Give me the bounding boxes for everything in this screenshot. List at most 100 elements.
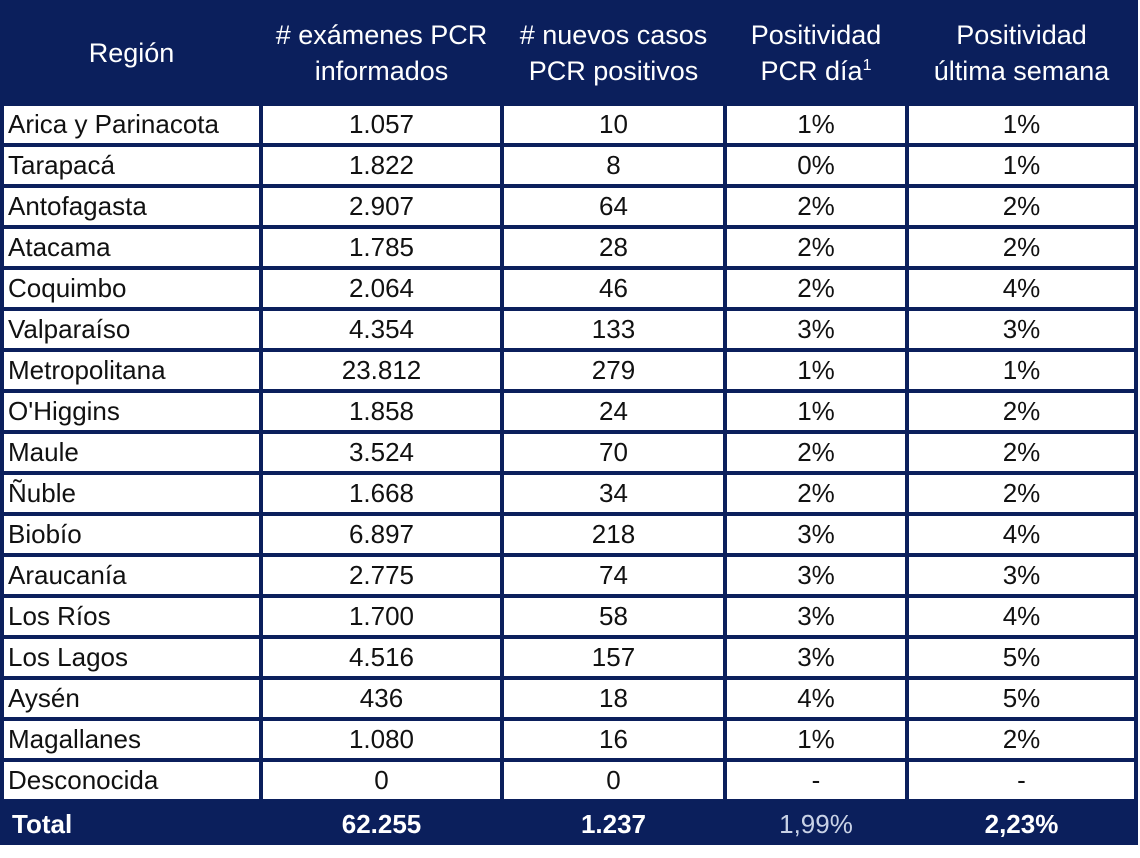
table-row: Arica y Parinacota 1.057 10 1% 1% bbox=[4, 106, 1134, 147]
table-row: Desconocida 0 0- - bbox=[4, 762, 1134, 803]
cell-positivity-week: 4% bbox=[909, 270, 1134, 311]
cell-new-cases: 133 bbox=[504, 311, 723, 352]
cell-positivity-week: 4% bbox=[909, 516, 1134, 557]
cell-region: Araucanía bbox=[4, 557, 259, 598]
cell-positivity-day: 3% bbox=[727, 639, 905, 680]
header-exams-line2: informados bbox=[314, 56, 449, 86]
cell-exams: 1.080 bbox=[263, 721, 500, 762]
cell-exams: 436 bbox=[263, 680, 500, 721]
table-body: Arica y Parinacota 1.057 10 1% 1% Tarapacá 1.8… bbox=[4, 106, 1134, 803]
cell-positivity-week: 2% bbox=[909, 188, 1134, 229]
cell-positivity-day: 0% bbox=[727, 147, 905, 188]
table-row: O'Higgins 1.858 24 1% 2% bbox=[4, 393, 1134, 434]
header-exams: # exámenes PCR informados bbox=[263, 0, 500, 106]
cell-positivity-day: 1% bbox=[727, 393, 905, 434]
table-row: Biobío 6.897 218 3% 4% bbox=[4, 516, 1134, 557]
cell-positivity-week: 2% bbox=[909, 721, 1134, 762]
cell-positivity-week: 3% bbox=[909, 311, 1134, 352]
cell-exams: 1.668 bbox=[263, 475, 500, 516]
table-row: Los Lagos 4.516 157 3% 5% bbox=[4, 639, 1134, 680]
cell-positivity-week: 2% bbox=[909, 393, 1134, 434]
cell-positivity-day: 2% bbox=[727, 434, 905, 475]
cell-positivity-week: 5% bbox=[909, 680, 1134, 721]
header-region-label: Región bbox=[88, 38, 175, 68]
cell-region: Coquimbo bbox=[4, 270, 259, 311]
cell-positivity-day: 2% bbox=[727, 188, 905, 229]
cell-exams: 2.775 bbox=[263, 557, 500, 598]
cell-new-cases: 0 bbox=[504, 762, 723, 803]
cell-exams: 1.057 bbox=[263, 106, 500, 147]
table-row: Magallanes 1.080 16 1% 2% bbox=[4, 721, 1134, 762]
cell-exams: 3.524 bbox=[263, 434, 500, 475]
cell-positivity-day: 4% bbox=[727, 680, 905, 721]
cell-new-cases: 64 bbox=[504, 188, 723, 229]
cell-exams: 1.785 bbox=[263, 229, 500, 270]
cell-positivity-week: 2% bbox=[909, 229, 1134, 270]
cell-positivity-week: - bbox=[909, 762, 1134, 803]
cell-positivity-day: - bbox=[727, 762, 905, 803]
cell-region: Magallanes bbox=[4, 721, 259, 762]
cell-positivity-day: 3% bbox=[727, 311, 905, 352]
cell-exams: 1.858 bbox=[263, 393, 500, 434]
header-positivity-day: Positividad PCR día1 bbox=[727, 0, 905, 106]
cell-positivity-week: 1% bbox=[909, 147, 1134, 188]
cell-region: Desconocida bbox=[4, 762, 259, 803]
cell-region: Arica y Parinacota bbox=[4, 106, 259, 147]
header-pos-week-line1: Positividad bbox=[956, 20, 1087, 50]
cell-region: Los Lagos bbox=[4, 639, 259, 680]
cell-positivity-day: 3% bbox=[727, 516, 905, 557]
table-row: Antofagasta 2.907 64 2% 2% bbox=[4, 188, 1134, 229]
table-row: Ñuble 1.668 34 2% 2% bbox=[4, 475, 1134, 516]
header-pos-week-line2: última semana bbox=[933, 56, 1110, 86]
cell-region: Los Ríos bbox=[4, 598, 259, 639]
cell-new-cases: 28 bbox=[504, 229, 723, 270]
cell-positivity-week: 1% bbox=[909, 106, 1134, 147]
cell-region: Antofagasta bbox=[4, 188, 259, 229]
cell-positivity-week: 1% bbox=[909, 352, 1134, 393]
cell-positivity-day: 3% bbox=[727, 557, 905, 598]
cell-exams: 2.907 bbox=[263, 188, 500, 229]
cell-positivity-week: 2% bbox=[909, 434, 1134, 475]
cell-exams: 0 bbox=[263, 762, 500, 803]
header-cases: # nuevos casos PCR positivos bbox=[504, 0, 723, 106]
header-exams-line1: # exámenes PCR bbox=[275, 20, 488, 50]
cell-region: Tarapacá bbox=[4, 147, 259, 188]
header-region: Región bbox=[4, 0, 259, 106]
header-row: Región # exámenes PCR informados # nuevos… bbox=[4, 0, 1134, 106]
cell-region: O'Higgins bbox=[4, 393, 259, 434]
cell-new-cases: 157 bbox=[504, 639, 723, 680]
header-positivity-week: Positividad última semana bbox=[909, 0, 1134, 106]
cell-region: Maule bbox=[4, 434, 259, 475]
cell-region: Valparaíso bbox=[4, 311, 259, 352]
cell-new-cases: 16 bbox=[504, 721, 723, 762]
cell-exams: 4.516 bbox=[263, 639, 500, 680]
total-positivity-day: 1,99% bbox=[727, 803, 905, 845]
cell-positivity-day: 1% bbox=[727, 352, 905, 393]
total-cases: 1.237 bbox=[504, 803, 723, 845]
total-label: Total bbox=[4, 803, 259, 845]
table-row: Atacama 1.785 28 2% 2% bbox=[4, 229, 1134, 270]
table-row: Metropolitana 23.812 279 1% 1% bbox=[4, 352, 1134, 393]
cell-positivity-day: 1% bbox=[727, 721, 905, 762]
cell-positivity-week: 4% bbox=[909, 598, 1134, 639]
cell-region: Ñuble bbox=[4, 475, 259, 516]
cell-region: Aysén bbox=[4, 680, 259, 721]
cell-exams: 4.354 bbox=[263, 311, 500, 352]
cell-new-cases: 218 bbox=[504, 516, 723, 557]
cell-new-cases: 70 bbox=[504, 434, 723, 475]
cell-positivity-day: 2% bbox=[727, 229, 905, 270]
cell-new-cases: 58 bbox=[504, 598, 723, 639]
total-row: Total 62.255 1.237 1,99% 2,23% bbox=[4, 803, 1134, 845]
cell-new-cases: 18 bbox=[504, 680, 723, 721]
header-cases-line1: # nuevos casos bbox=[519, 20, 708, 50]
cell-positivity-week: 2% bbox=[909, 475, 1134, 516]
header-pos-day-line1: Positividad bbox=[750, 20, 882, 50]
cell-new-cases: 10 bbox=[504, 106, 723, 147]
cell-region: Metropolitana bbox=[4, 352, 259, 393]
cell-region: Atacama bbox=[4, 229, 259, 270]
cell-exams: 1.700 bbox=[263, 598, 500, 639]
cell-new-cases: 279 bbox=[504, 352, 723, 393]
header-pos-day-line2: PCR día bbox=[760, 56, 863, 86]
table-footer: Total 62.255 1.237 1,99% 2,23% bbox=[4, 803, 1134, 845]
